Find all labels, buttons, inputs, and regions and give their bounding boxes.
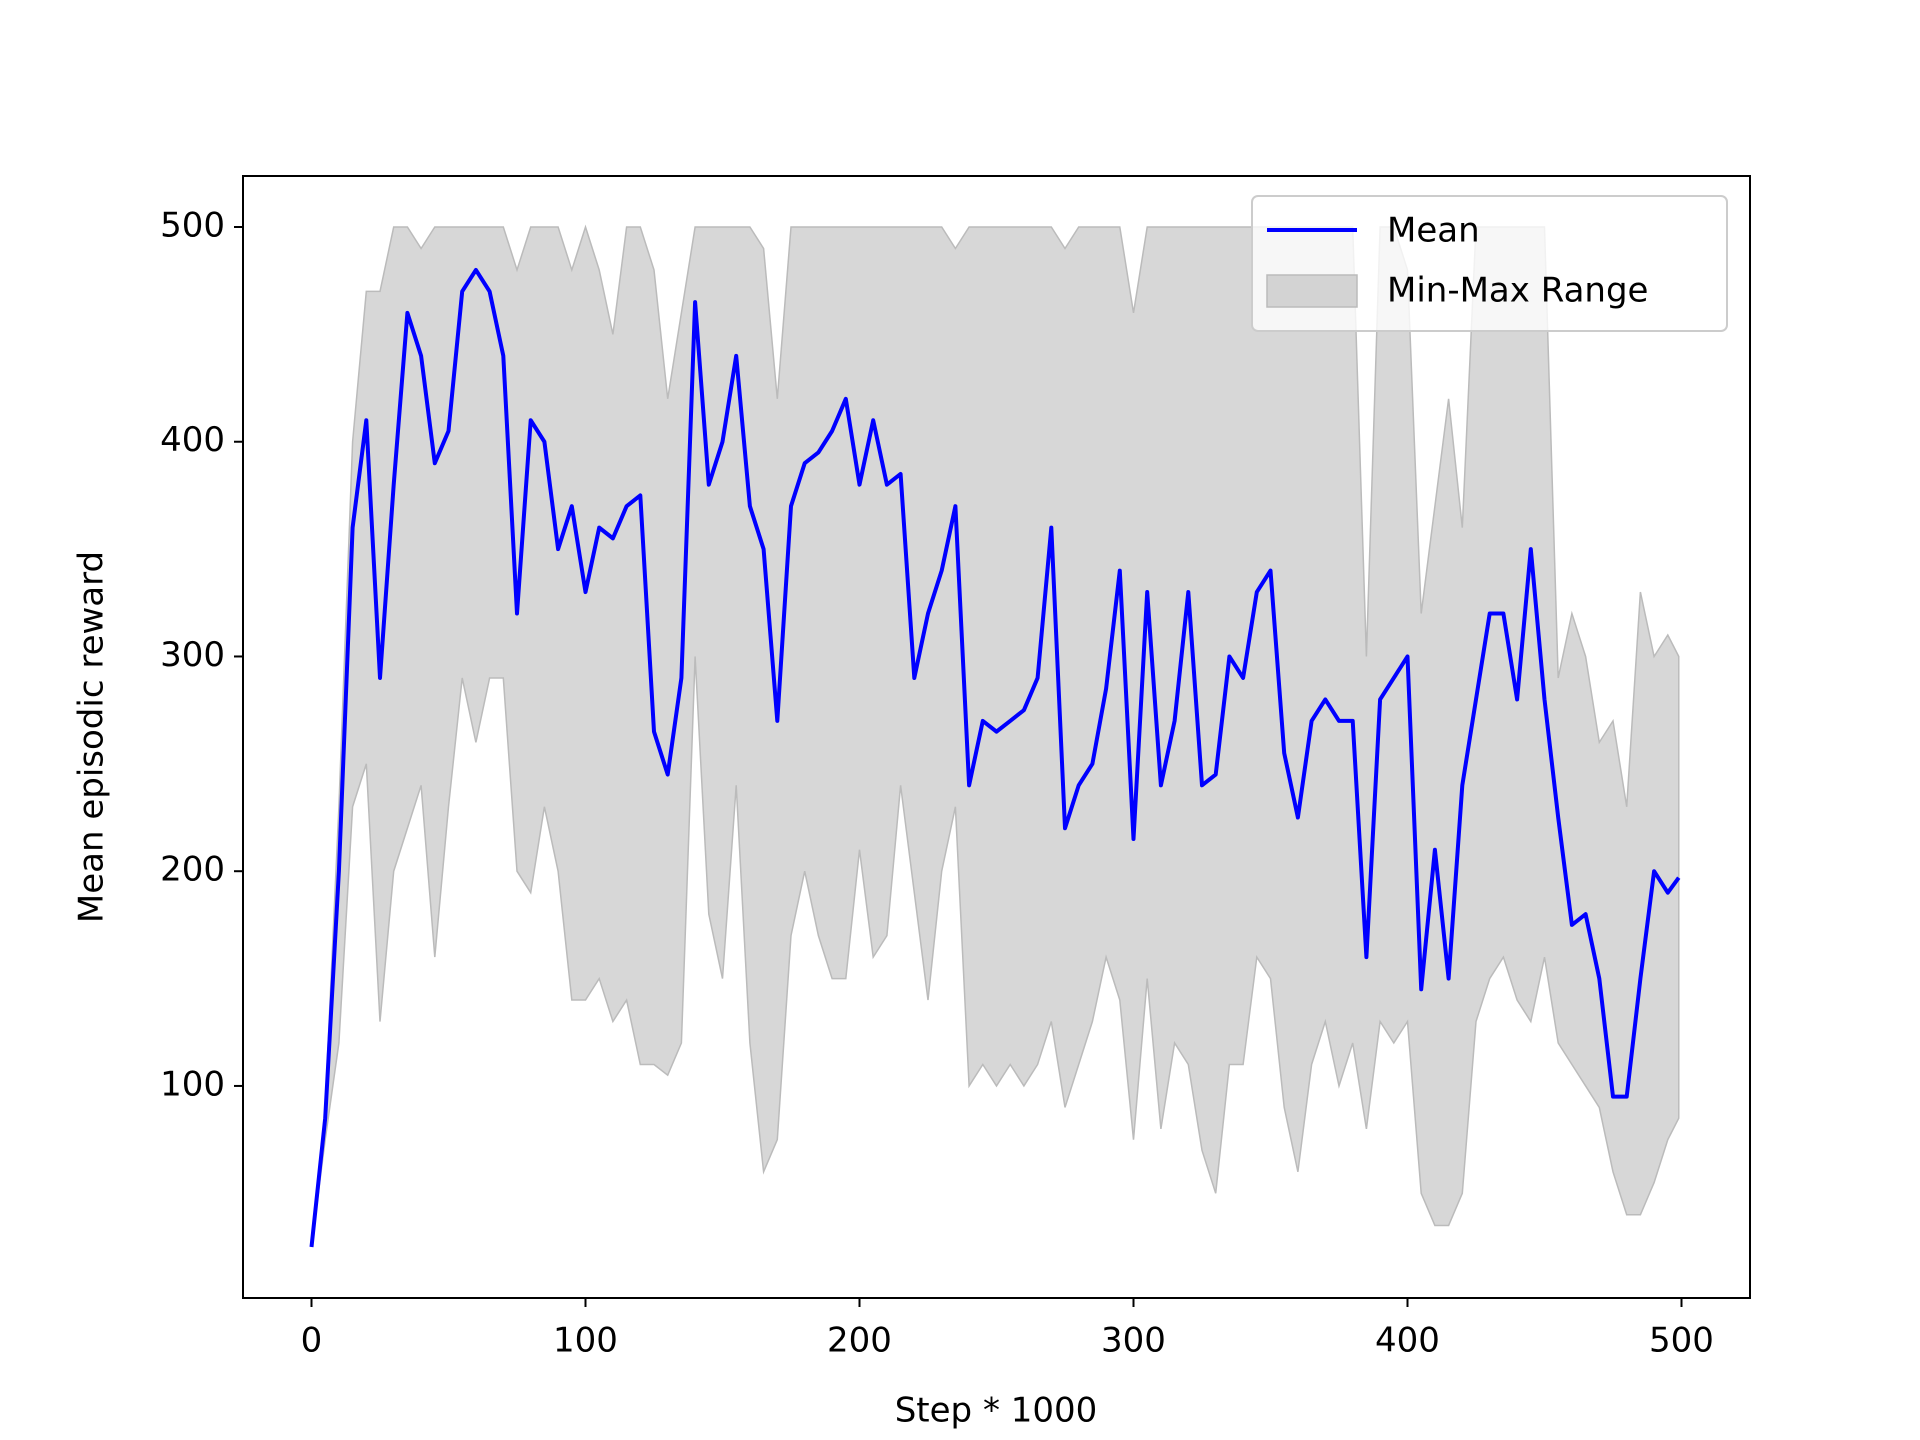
x-tick-label: 400	[1375, 1321, 1440, 1361]
y-tick-label: 200	[160, 850, 225, 890]
x-tick-label: 0	[301, 1321, 323, 1361]
y-tick-label: 100	[160, 1064, 225, 1104]
legend-label: Min-Max Range	[1387, 271, 1648, 311]
legend-label: Mean	[1387, 211, 1480, 251]
legend-box	[1251, 195, 1728, 332]
mean-line	[309, 267, 1681, 1248]
x-tick-label: 500	[1649, 1321, 1714, 1361]
y-axis-label: Mean episodic reward	[72, 551, 112, 923]
y-tick-label: 300	[160, 635, 225, 675]
y-tick-label: 500	[160, 206, 225, 246]
x-tick-label: 300	[1101, 1321, 1166, 1361]
min-max-band	[310, 224, 1680, 1248]
y-tick-label: 400	[160, 420, 225, 460]
legend-swatch-band	[1266, 274, 1358, 308]
x-tick-label: 100	[553, 1321, 618, 1361]
plot-frame	[242, 175, 1751, 1299]
x-tick-label: 200	[827, 1321, 892, 1361]
x-axis-label: Step * 1000	[895, 1391, 1098, 1431]
